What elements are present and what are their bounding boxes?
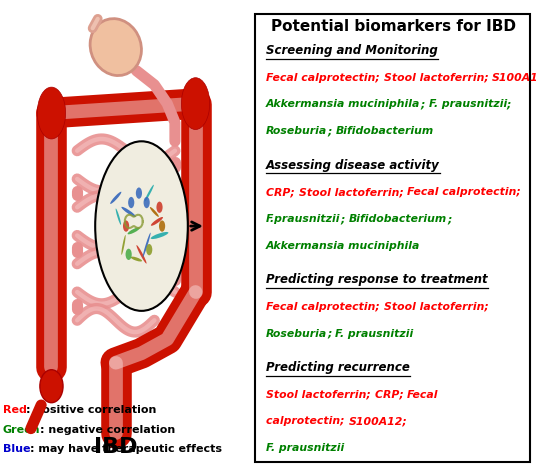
- Text: Bifidobacterium: Bifidobacterium: [336, 126, 434, 136]
- Text: Predicting response to treatment: Predicting response to treatment: [266, 273, 488, 286]
- Ellipse shape: [137, 245, 146, 264]
- Text: Stool lactoferrin;: Stool lactoferrin;: [384, 73, 492, 82]
- Text: CRP;: CRP;: [375, 390, 407, 399]
- Text: Green: Green: [3, 424, 40, 435]
- Text: ;: ;: [507, 99, 511, 109]
- Text: Akkermansia muciniphila: Akkermansia muciniphila: [266, 241, 421, 251]
- Text: Fecal calprotectin;: Fecal calprotectin;: [266, 302, 384, 312]
- Text: Assessing disease activity: Assessing disease activity: [266, 159, 440, 171]
- Circle shape: [159, 220, 165, 232]
- Text: Fecal: Fecal: [407, 390, 438, 399]
- Ellipse shape: [131, 257, 142, 261]
- Text: ;: ;: [447, 214, 451, 224]
- FancyBboxPatch shape: [255, 14, 530, 462]
- Circle shape: [125, 249, 132, 260]
- Circle shape: [181, 78, 210, 130]
- Ellipse shape: [121, 235, 125, 255]
- Circle shape: [123, 220, 129, 232]
- Text: CRP;: CRP;: [266, 187, 299, 197]
- Circle shape: [128, 197, 135, 208]
- Ellipse shape: [150, 207, 159, 217]
- Text: F.prausnitzii: F.prausnitzii: [266, 214, 340, 224]
- Ellipse shape: [116, 209, 121, 225]
- Text: Stool lactoferrin;: Stool lactoferrin;: [384, 302, 488, 312]
- Text: Akkermansia muciniphila: Akkermansia muciniphila: [266, 99, 421, 109]
- Text: IBD: IBD: [94, 437, 138, 457]
- Ellipse shape: [121, 207, 136, 217]
- Text: calprotectin;: calprotectin;: [266, 416, 348, 426]
- Text: Blue: Blue: [3, 444, 30, 455]
- Text: Roseburia: Roseburia: [266, 329, 327, 339]
- Ellipse shape: [40, 370, 63, 403]
- Ellipse shape: [145, 185, 154, 202]
- Text: S100A12;: S100A12;: [348, 416, 407, 426]
- Ellipse shape: [90, 19, 142, 75]
- Ellipse shape: [128, 227, 140, 235]
- Text: ;: ;: [340, 214, 349, 224]
- Ellipse shape: [151, 232, 168, 239]
- Circle shape: [146, 244, 152, 255]
- Text: F. prausnitzii: F. prausnitzii: [336, 329, 414, 339]
- Ellipse shape: [151, 217, 163, 226]
- Text: Fecal calprotectin;: Fecal calprotectin;: [407, 187, 521, 197]
- Ellipse shape: [143, 233, 151, 257]
- Text: : may have therapeutic effects: : may have therapeutic effects: [30, 444, 222, 455]
- Text: F. prausnitzii: F. prausnitzii: [429, 99, 507, 109]
- Text: Roseburia: Roseburia: [266, 126, 327, 136]
- Circle shape: [136, 187, 142, 199]
- Text: Stool lactoferrin;: Stool lactoferrin;: [299, 187, 407, 197]
- Text: Fecal calprotectin;: Fecal calprotectin;: [266, 73, 384, 82]
- Text: ;: ;: [421, 99, 429, 109]
- Text: : negative correlation: : negative correlation: [40, 424, 175, 435]
- Circle shape: [95, 141, 188, 311]
- Text: Bifidobacterium: Bifidobacterium: [349, 214, 447, 224]
- Text: ;: ;: [327, 329, 336, 339]
- Ellipse shape: [110, 192, 121, 204]
- Text: Red: Red: [3, 405, 26, 415]
- Text: : positive correlation: : positive correlation: [26, 405, 157, 415]
- Text: Predicting recurrence: Predicting recurrence: [266, 361, 410, 374]
- Text: Stool lactoferrin;: Stool lactoferrin;: [266, 390, 375, 399]
- Text: S100A12;: S100A12;: [492, 73, 536, 82]
- Text: ;: ;: [327, 126, 336, 136]
- Circle shape: [38, 87, 65, 139]
- Circle shape: [144, 197, 150, 208]
- Text: Potential biomarkers for IBD: Potential biomarkers for IBD: [271, 19, 517, 34]
- Circle shape: [157, 202, 162, 213]
- Text: F. prausnitzii: F. prausnitzii: [266, 443, 344, 453]
- Text: Screening and Monitoring: Screening and Monitoring: [266, 44, 438, 57]
